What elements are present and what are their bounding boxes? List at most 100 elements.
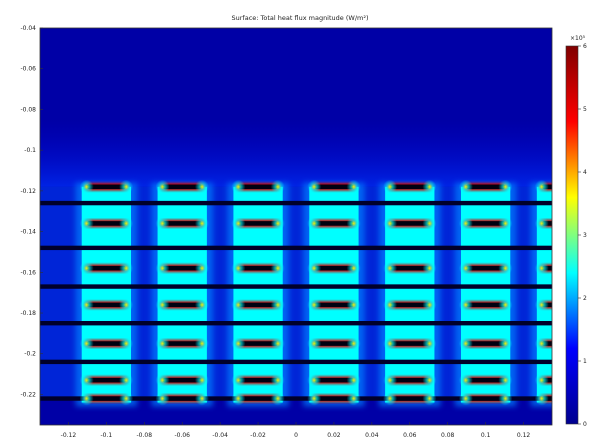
fin-tip-glow — [80, 298, 94, 312]
fin-tip-glow — [195, 373, 209, 387]
fin-tip-glow — [383, 180, 397, 194]
fin-tip-glow — [422, 392, 436, 406]
x-tick-label: -0.06 — [174, 432, 190, 439]
fin-tip-glow — [119, 298, 133, 312]
fin-tip-glow — [271, 298, 285, 312]
fin-tip-glow — [231, 216, 245, 230]
x-tick-label: 0.04 — [365, 432, 379, 439]
fin-tip-glow — [195, 180, 209, 194]
fin-tip-glow — [119, 261, 133, 275]
fin-tip-glow — [535, 298, 549, 312]
fin-tip-glow — [231, 261, 245, 275]
fin-tip-glow — [498, 337, 512, 351]
x-tick-label: -0.02 — [250, 432, 266, 439]
field-transition — [40, 120, 552, 187]
fin-tip-glow — [156, 180, 170, 194]
separator-strip — [40, 284, 552, 288]
separator-strip — [40, 360, 552, 364]
fin-tip-glow — [383, 298, 397, 312]
x-tick-label: 0 — [294, 432, 298, 439]
fin-tip-glow — [119, 180, 133, 194]
x-tick-label: 0.02 — [327, 432, 341, 439]
fin-tip-glow — [422, 337, 436, 351]
fin-tip-glow — [231, 180, 245, 194]
colorbar-tick-label: 4 — [583, 169, 587, 176]
fin-tip-glow — [535, 392, 549, 406]
fin-tip-glow — [195, 337, 209, 351]
fin-tip-glow — [459, 216, 473, 230]
x-tick-label: 0.1 — [481, 432, 491, 439]
plot-area — [40, 28, 592, 425]
fin-tip-glow — [80, 392, 94, 406]
fin-tip-glow — [119, 216, 133, 230]
colorbar-tick-label: 5 — [583, 106, 587, 113]
y-tick-label: -0.2 — [24, 351, 36, 358]
y-tick-label: -0.04 — [20, 25, 36, 32]
fin-tip-glow — [119, 337, 133, 351]
fin-tip-glow — [535, 216, 549, 230]
fin-tip-glow — [347, 392, 361, 406]
fin-tip-glow — [195, 392, 209, 406]
fin-tip-glow — [156, 337, 170, 351]
fin-tip-glow — [535, 261, 549, 275]
fin-tip-glow — [383, 261, 397, 275]
fin-tip-glow — [459, 261, 473, 275]
fin-tip-glow — [498, 373, 512, 387]
fin-tip-glow — [307, 298, 321, 312]
fin-tip-glow — [498, 180, 512, 194]
fin-tip-glow — [307, 392, 321, 406]
separator-strip — [40, 321, 552, 325]
fin-tip-glow — [271, 373, 285, 387]
fin-tip-glow — [459, 373, 473, 387]
fin-tip-glow — [347, 298, 361, 312]
colorbar-tick-label: 0 — [583, 421, 587, 428]
fin-tip-glow — [383, 392, 397, 406]
fin-tip-glow — [347, 337, 361, 351]
fin-tip-glow — [156, 373, 170, 387]
y-tick-label: -0.1 — [24, 147, 36, 154]
separator-strip — [40, 246, 552, 250]
y-tick-label: -0.16 — [20, 269, 36, 276]
x-tick-label: 0.12 — [517, 432, 531, 439]
fin-tip-glow — [80, 216, 94, 230]
fin-tip-glow — [498, 261, 512, 275]
fin-tip-glow — [535, 337, 549, 351]
fin-tip-glow — [271, 216, 285, 230]
colorbar-tick-label: 6 — [583, 43, 587, 50]
fin-tip-glow — [422, 216, 436, 230]
colorbar-tick-label: 1 — [583, 358, 587, 365]
fin-tip-glow — [535, 373, 549, 387]
colorbar-tick-label: 3 — [583, 232, 587, 239]
fin-tip-glow — [307, 216, 321, 230]
fin-tip-glow — [347, 180, 361, 194]
fin-tip-glow — [347, 261, 361, 275]
fin-tip-glow — [422, 298, 436, 312]
fin-tip-glow — [271, 337, 285, 351]
x-tick-label: -0.08 — [137, 432, 153, 439]
fin-tip-glow — [195, 216, 209, 230]
fin-tip-glow — [459, 298, 473, 312]
chart-title: Surface: Total heat flux magnitude (W/m²… — [232, 14, 369, 22]
fin-tip-glow — [271, 180, 285, 194]
y-tick-label: -0.12 — [20, 188, 36, 195]
fin-tip-glow — [383, 337, 397, 351]
fin-tip-glow — [347, 373, 361, 387]
fin-tip-glow — [271, 392, 285, 406]
fin-tip-glow — [231, 298, 245, 312]
fin-tip-glow — [156, 261, 170, 275]
fin-tip-glow — [119, 373, 133, 387]
y-tick-label: -0.06 — [20, 66, 36, 73]
colorbar: 0 1 2 3 4 5 6×10⁵ — [566, 35, 587, 428]
fin-tip-glow — [307, 261, 321, 275]
fin-tip-glow — [422, 261, 436, 275]
fin-tip-glow — [347, 216, 361, 230]
y-tick-label: -0.18 — [20, 310, 36, 317]
fin-tip-glow — [156, 216, 170, 230]
fin-tip-glow — [422, 180, 436, 194]
colorbar-multiplier: ×10⁵ — [570, 35, 586, 42]
fin-tip-glow — [156, 392, 170, 406]
fin-tip-glow — [498, 392, 512, 406]
x-tick-label: -0.12 — [61, 432, 77, 439]
x-tick-label: -0.04 — [212, 432, 228, 439]
